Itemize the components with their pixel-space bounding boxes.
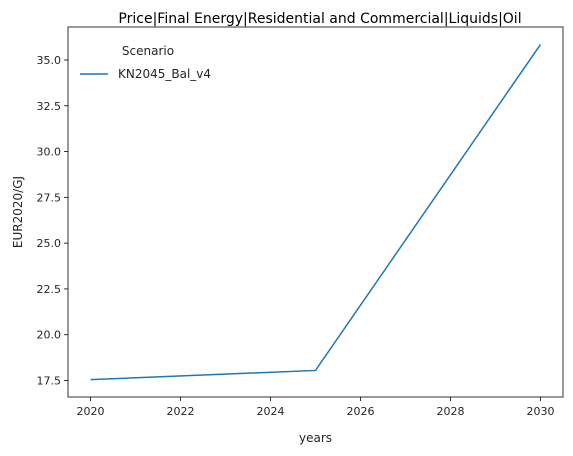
x-tick-label: 2022 xyxy=(167,405,195,418)
y-axis-ticks: 17.5 20.0 22.5 25.0 27.5 30.0 32.5 35.0 xyxy=(37,54,68,388)
y-axis-label: EUR2020/GJ xyxy=(11,176,25,248)
y-tick-label: 27.5 xyxy=(37,191,62,204)
y-tick-label: 22.5 xyxy=(37,283,62,296)
chart-title: Price|Final Energy|Residential and Comme… xyxy=(118,11,521,27)
y-tick-label: 20.0 xyxy=(37,329,62,342)
legend-title: Scenario xyxy=(122,44,174,58)
x-tick-label: 2030 xyxy=(527,405,555,418)
x-tick-label: 2024 xyxy=(257,405,285,418)
series-line-kn2045-bal-v4 xyxy=(90,43,542,381)
y-tick-label: 35.0 xyxy=(37,54,62,67)
y-tick-label: 17.5 xyxy=(37,375,62,388)
legend: Scenario KN2045_Bal_v4 xyxy=(80,44,211,81)
x-tick-label: 2026 xyxy=(347,405,375,418)
x-tick-label: 2020 xyxy=(77,405,105,418)
y-tick-label: 25.0 xyxy=(37,237,62,250)
plot-area xyxy=(67,26,564,398)
y-tick-label: 32.5 xyxy=(37,100,62,113)
series-layer xyxy=(90,43,542,381)
x-tick-label: 2028 xyxy=(437,405,465,418)
x-axis-label: years xyxy=(299,431,332,445)
x-axis-ticks: 2020 2022 2024 2026 2028 2030 xyxy=(77,397,555,418)
legend-label-kn2045-bal-v4: KN2045_Bal_v4 xyxy=(118,67,211,81)
y-tick-label: 30.0 xyxy=(37,146,62,159)
